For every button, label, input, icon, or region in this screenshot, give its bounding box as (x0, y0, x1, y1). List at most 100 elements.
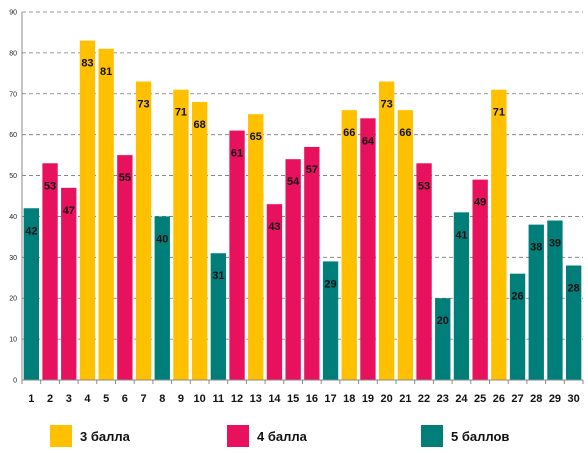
data-label: 71 (175, 107, 187, 119)
x-tick-label: 29 (549, 393, 561, 405)
bar (304, 146, 320, 380)
data-label: 28 (568, 283, 580, 295)
bar (61, 187, 77, 380)
x-tick-label: 3 (66, 393, 72, 405)
data-label: 66 (399, 127, 411, 139)
data-label: 20 (437, 315, 449, 327)
x-tick-label: 9 (178, 393, 184, 405)
data-label: 39 (549, 238, 561, 250)
bar (266, 204, 283, 380)
x-tick-label: 16 (306, 393, 318, 405)
x-tick-label: 25 (474, 393, 486, 405)
bar (173, 89, 189, 380)
x-tick-label: 6 (122, 393, 128, 405)
x-tick-label: 24 (455, 393, 468, 405)
x-tick-label: 30 (568, 393, 580, 405)
data-label: 64 (362, 135, 375, 147)
bar (416, 163, 432, 380)
bar (453, 212, 470, 380)
data-label: 54 (287, 176, 300, 188)
y-tick-label: 80 (9, 50, 17, 57)
data-label: 31 (212, 270, 224, 282)
x-tick-label: 27 (511, 393, 523, 405)
gridlines (22, 11, 583, 340)
data-label: 61 (231, 148, 243, 160)
data-label: 83 (81, 58, 93, 70)
x-axis: 1 2 3 4 5 6 7 8 9 10 11 12 13 14 15 16 17 18 19 20 21 22 23 24 2… (21, 379, 584, 405)
data-label: 43 (268, 221, 280, 233)
x-tick-label: 19 (362, 393, 374, 405)
bar (79, 40, 96, 380)
bar (285, 159, 301, 380)
data-label: 26 (511, 291, 523, 303)
data-label: 81 (100, 66, 112, 78)
bar (210, 253, 227, 380)
y-axis: 0 10 20 30 40 50 60 70 80 90 (9, 10, 23, 385)
bar (248, 114, 264, 380)
data-label: 49 (474, 197, 486, 209)
x-tick-label: 8 (159, 393, 165, 405)
bar (135, 81, 152, 380)
x-tick-label: 21 (399, 393, 411, 405)
x-tick-label: 11 (213, 393, 225, 405)
x-tick-label: 5 (103, 393, 109, 405)
y-tick-label: 70 (9, 91, 17, 98)
data-label: 73 (381, 99, 393, 111)
data-label: 40 (156, 233, 168, 245)
bar (229, 130, 245, 380)
bar (98, 48, 114, 381)
x-tick-label: 20 (381, 393, 393, 405)
y-tick-label: 10 (9, 337, 17, 344)
x-tick-label: 28 (530, 393, 542, 405)
data-label: 47 (63, 205, 75, 217)
x-tick-label: 2 (47, 393, 53, 405)
bar (528, 224, 544, 380)
x-tick-label: 22 (418, 393, 430, 405)
data-label: 66 (343, 127, 355, 139)
x-tick-label: 10 (194, 393, 206, 405)
x-tick-label: 23 (437, 393, 449, 405)
bar (547, 220, 563, 380)
bars (23, 40, 582, 381)
bar (42, 163, 58, 380)
x-tick-label: 17 (324, 393, 336, 405)
data-label: 42 (25, 225, 37, 237)
data-label: 41 (455, 229, 467, 241)
bar (23, 208, 40, 380)
bar (360, 118, 376, 381)
x-tick-label: 1 (28, 393, 34, 405)
bar (191, 101, 208, 380)
bar (397, 110, 414, 380)
bar (154, 216, 170, 380)
bar (509, 273, 526, 380)
y-tick-label: 30 (9, 255, 17, 262)
bar (472, 179, 488, 380)
y-tick-label: 60 (9, 132, 17, 139)
y-tick-label: 0 (13, 378, 17, 385)
bar (565, 265, 582, 380)
data-label: 65 (250, 131, 262, 143)
x-tick-label: 18 (343, 393, 355, 405)
x-tick-label: 13 (250, 393, 262, 405)
data-labels: 42 53 47 83 81 55 73 40 71 68 31 61 65 43 54 57 29 66 64 73… (25, 58, 580, 328)
data-label: 73 (137, 99, 149, 111)
bar (117, 155, 133, 380)
bar (341, 110, 357, 380)
x-tick-label: 7 (140, 393, 146, 405)
x-tick-label: 14 (268, 393, 281, 405)
y-tick-label: 50 (9, 173, 17, 180)
data-label: 55 (119, 172, 131, 184)
bar (435, 298, 451, 380)
bar (378, 81, 395, 380)
data-label: 38 (530, 242, 542, 254)
y-tick-label: 20 (9, 296, 17, 303)
x-tick-label: 4 (84, 393, 91, 405)
y-tick-label: 40 (9, 214, 17, 221)
x-tick-label: 15 (287, 393, 299, 405)
bar (491, 89, 507, 380)
data-label: 68 (194, 119, 206, 131)
data-label: 71 (493, 107, 505, 119)
bar (322, 261, 339, 380)
x-tick-label: 26 (493, 393, 505, 405)
